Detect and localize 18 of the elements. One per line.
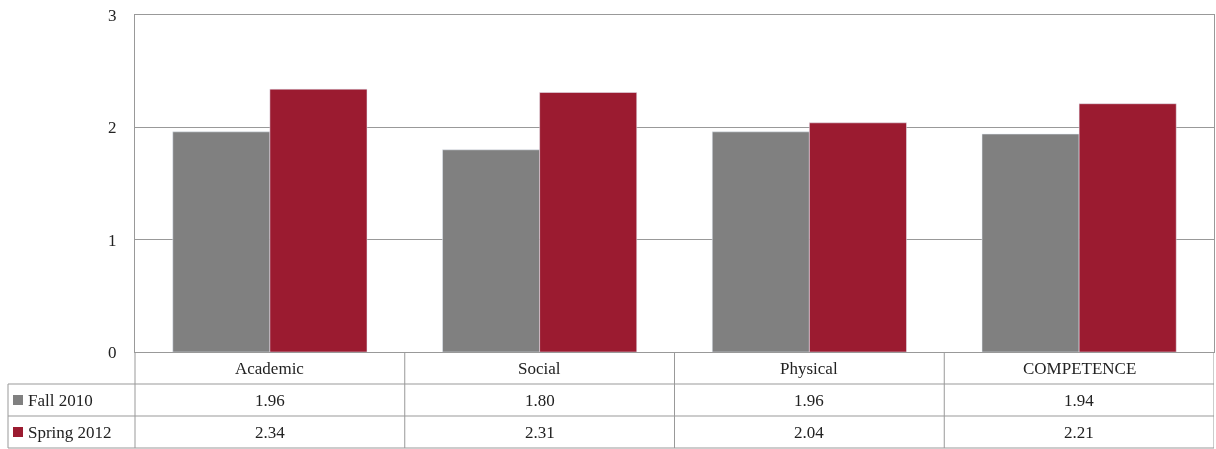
data-label: 1.80 [525,391,555,410]
y-tick-label: 1 [108,230,117,250]
data-label: 1.96 [794,391,824,410]
legend-label: Spring 2012 [28,423,112,442]
data-label: 1.96 [255,391,285,410]
y-tick-label: 0 [108,342,117,362]
x-tick-label: Physical [780,359,838,378]
x-tick-label: COMPETENCE [1023,359,1137,378]
y-tick-label: 3 [108,5,117,25]
data-label: 2.21 [1064,423,1094,442]
x-tick-label: Academic [235,359,305,378]
data-label: 2.34 [255,423,286,442]
legend-label: Fall 2010 [28,391,93,410]
x-tick-label: Social [518,359,561,378]
y-tick-label: 2 [108,118,117,138]
data-label: 1.94 [1064,391,1095,410]
data-label: 2.31 [525,423,555,442]
data-label: 2.04 [794,423,825,442]
